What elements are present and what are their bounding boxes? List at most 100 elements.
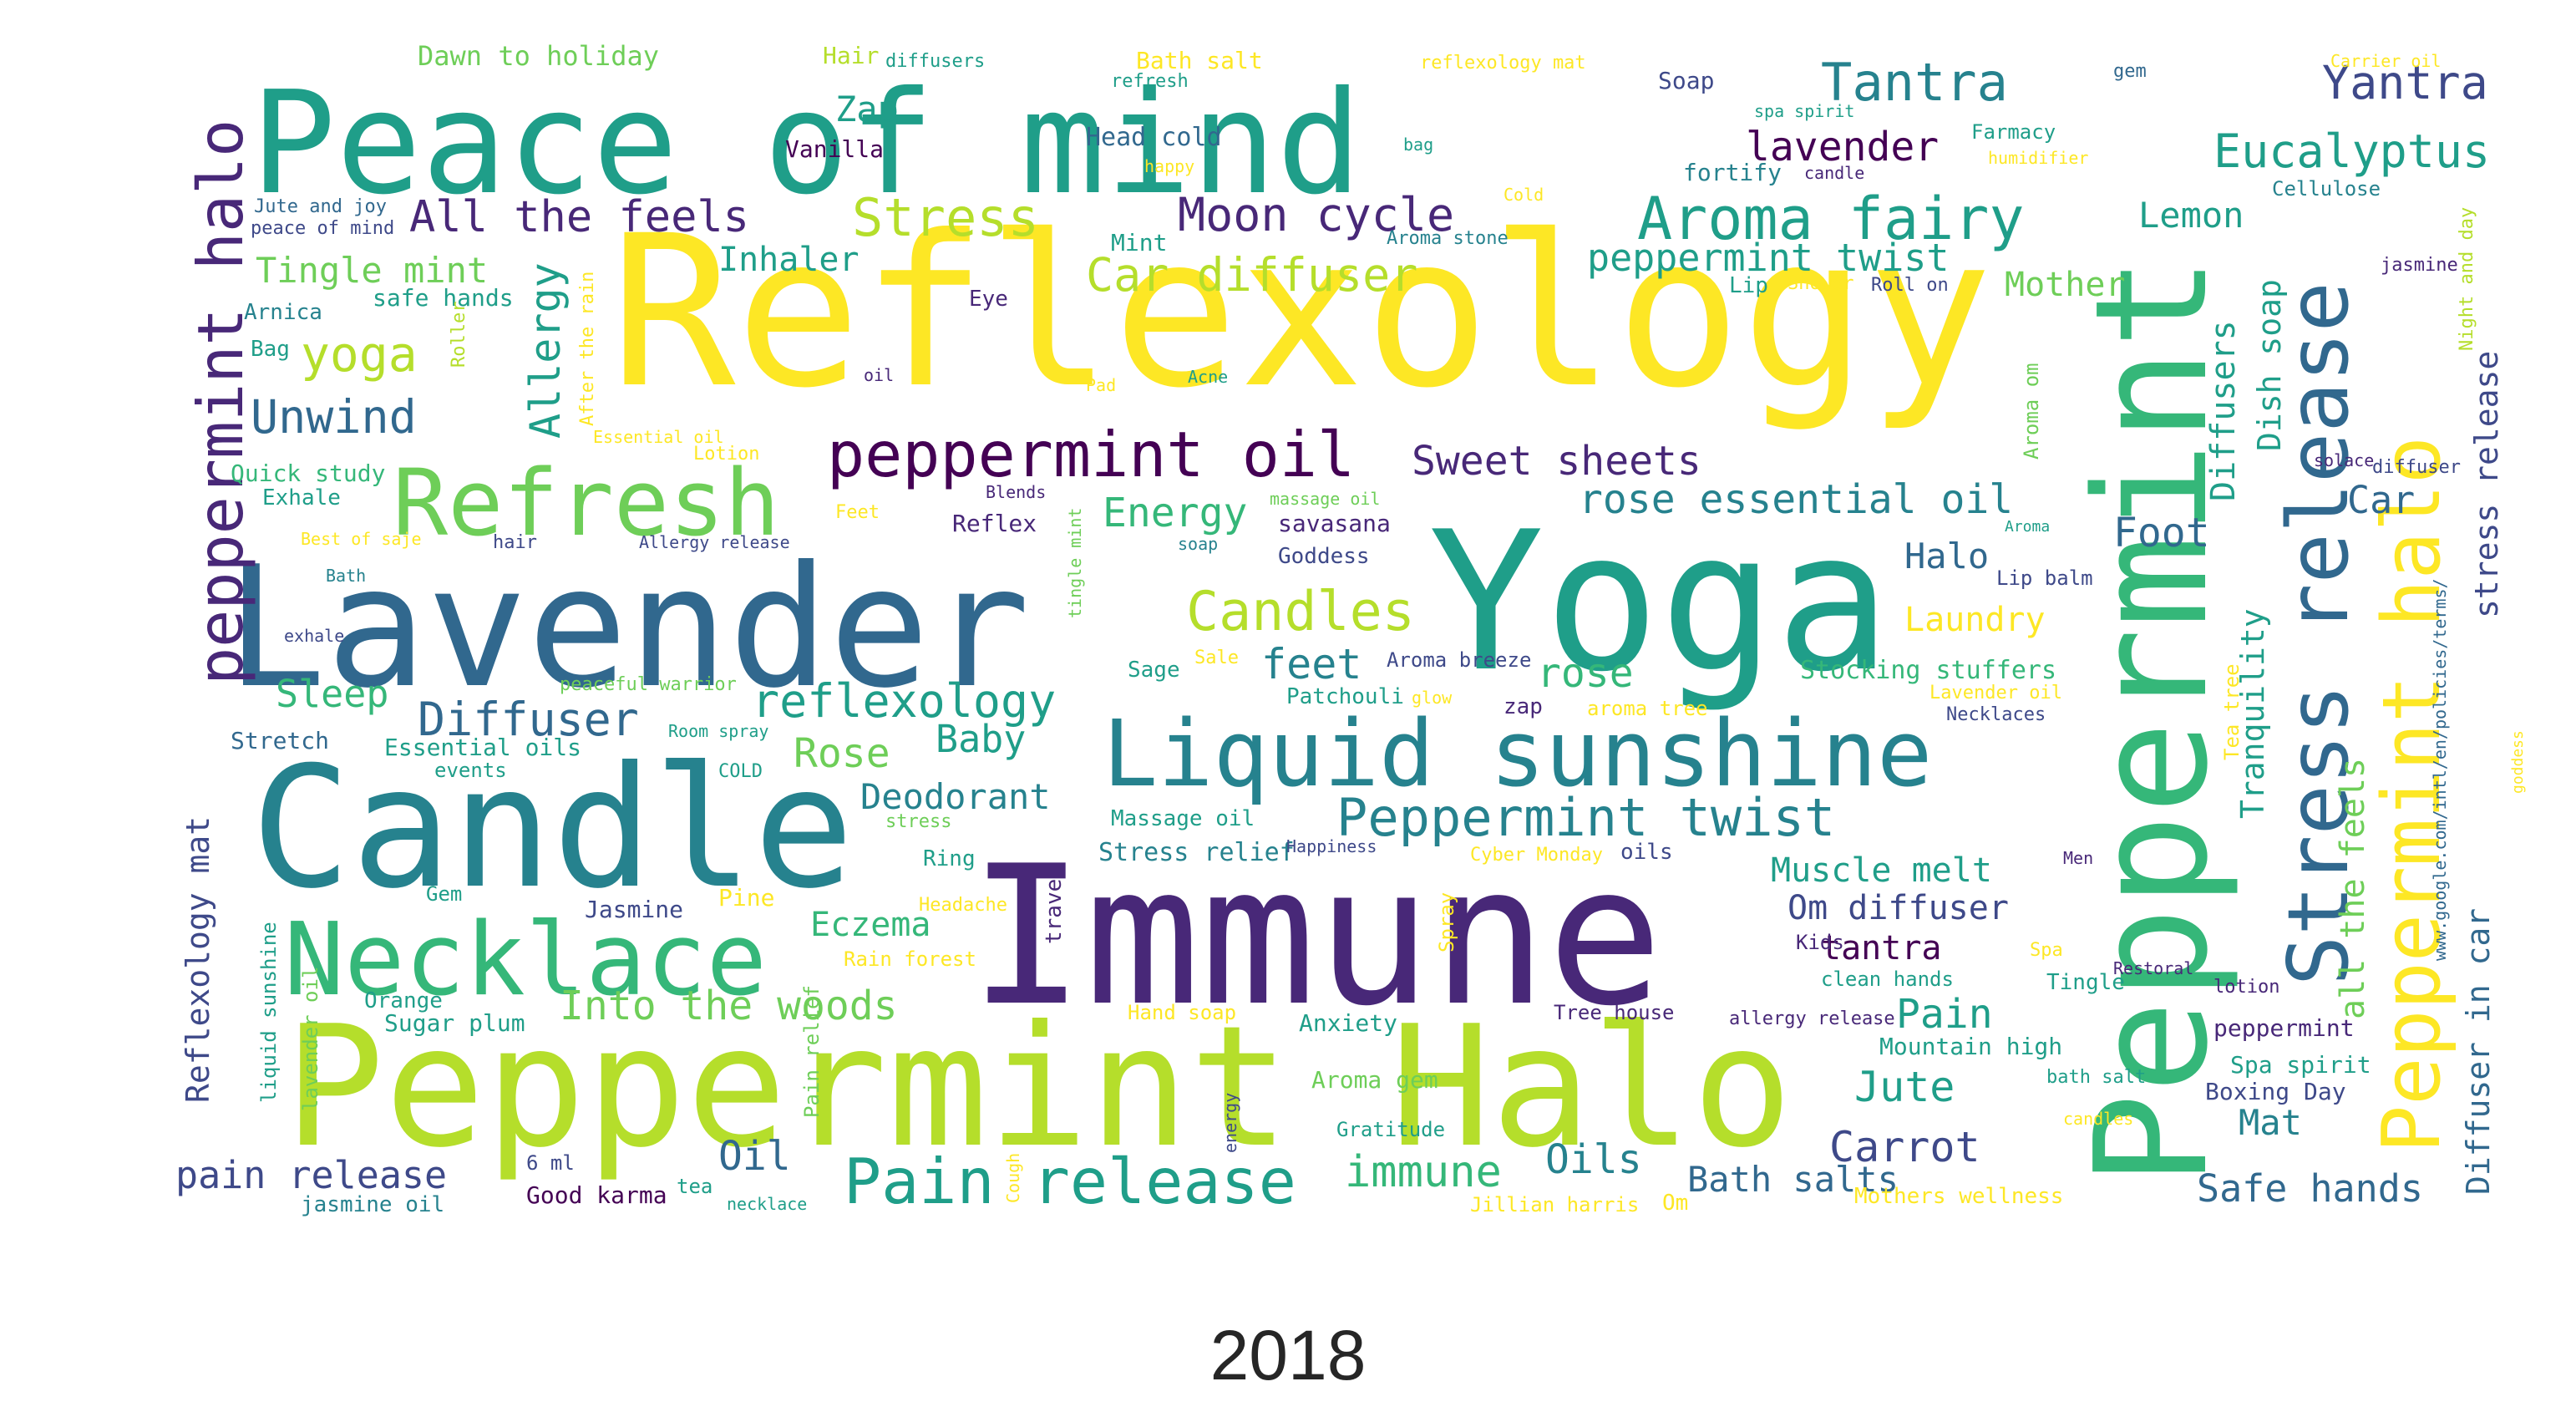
word-diffuser-in-car: Diffuser in car (2460, 908, 2497, 1195)
word-lavender-oil: Lavender oil (1929, 683, 2062, 703)
word-anxiety: Anxiety (1299, 1009, 1397, 1037)
word-reflexology: reflexology (752, 674, 1056, 728)
word-cold: COLD (718, 761, 763, 782)
word-pain-release: pain release (175, 1153, 447, 1197)
word-head-cold: Head cold (1086, 123, 1222, 152)
word-pain-release: Pain release (844, 1145, 1296, 1218)
word-roll-on: Roll on (1871, 275, 1949, 296)
word-halo: Halo (1904, 536, 1989, 576)
word-diffuser: Diffuser (418, 693, 639, 746)
word-stocking-stuffers: Stocking stuffers (1800, 656, 2056, 685)
word-bag: Bag (251, 337, 290, 362)
word-liquid-sunshine: liquid sunshine (257, 922, 281, 1103)
word-eczema: Eczema (810, 906, 931, 944)
word-stress-release: Stress release (2269, 282, 2367, 986)
word-tantra: tantra (1821, 929, 1942, 968)
word-6-ml: 6 ml (526, 1151, 575, 1175)
word-acne: Acne (1188, 367, 1228, 387)
word-exhale: exhale (284, 626, 344, 646)
word-clean-hands: clean hands (1821, 968, 1954, 991)
word-sale: Sale (1194, 648, 1239, 668)
word-refresh: Refresh (393, 450, 780, 556)
word-oil: oil (864, 365, 894, 385)
word-mothers-wellness: Mothers wellness (1854, 1184, 2063, 1209)
word-jute-and-joy: Jute and joy (254, 196, 387, 217)
word-gratitude: Gratitude (1336, 1118, 1445, 1141)
word-mother: Mother (2005, 266, 2126, 304)
word-peppermint-twist: peppermint twist (1587, 236, 1949, 280)
word-tranquility: Tranquility (2234, 608, 2271, 819)
word-shower: Shower (1787, 273, 1853, 294)
word-orange: Orange (364, 988, 443, 1013)
word-peace-of-mind: Peace of mind (251, 61, 1362, 226)
word-aroma-breeze: Aroma breeze (1387, 648, 1531, 672)
word-yantra: Yantra (2322, 56, 2488, 109)
word-tree-house: Tree house (1554, 1001, 1675, 1024)
word-ring: Ring (923, 846, 976, 871)
word-sage: Sage (1128, 658, 1180, 683)
word-oils: Oils (1545, 1136, 1642, 1183)
word-aroma-tree: aroma tree (1587, 697, 1708, 720)
word-sweet-sheets: Sweet sheets (1412, 438, 1701, 485)
word-peppermint: Peppermint (2061, 256, 2242, 1186)
word-gem: gem (2113, 61, 2147, 82)
word-unwind: Unwind (251, 390, 417, 444)
word-spa: Spa (2030, 940, 2063, 961)
word-allergy: Allergy (521, 262, 570, 439)
word-night-and-day: Night and day (2457, 207, 2477, 351)
word-car: Car (2347, 478, 2415, 522)
word-bath-salts: Bath salts (1687, 1159, 1899, 1200)
word-hair: hair (493, 532, 537, 553)
word-peaceful-warrior: peaceful warrior (560, 674, 737, 695)
word-peppermint-halo: peppermint halo (184, 119, 257, 685)
word-aroma: Aroma (2005, 518, 2050, 536)
word-mint: Mint (1111, 229, 1167, 256)
word-after-the-rain: After the rain (577, 272, 598, 426)
word-stress-release: stress release (2468, 351, 2505, 618)
word-necklace: Necklace (284, 902, 767, 1018)
word-glow: glow (1412, 688, 1453, 708)
word-energy: Energy (1103, 490, 1247, 536)
word-hair: Hair (823, 42, 879, 69)
word-feet: Feet (835, 502, 880, 523)
word-cyber-monday: Cyber Monday (1470, 845, 1603, 866)
word-car-diffuser: Car diffuser (1086, 248, 1417, 302)
word-peppermint-halo: Peppermint halo (2366, 436, 2458, 1153)
word-peace-of-mind: peace of mind (251, 218, 394, 239)
word-soap: Soap (1658, 67, 1714, 94)
word-lavender-oil: lavender oil (299, 967, 322, 1111)
word-yoga: Yoga (1428, 491, 1891, 714)
word-cold: Cold (1504, 185, 1544, 205)
word-men: Men (2063, 848, 2093, 868)
word-exhale: Exhale (262, 485, 341, 510)
word-hand-soap: Hand soap (1128, 1001, 1236, 1024)
word-tea: tea (677, 1175, 712, 1198)
word-stretch: Stretch (231, 727, 329, 754)
word-tingle-mint: tingle mint (1065, 508, 1085, 618)
word-roller: Roller (449, 302, 469, 368)
word-pain-relief: Pain relief (800, 985, 824, 1118)
word-happiness: Happiness (1286, 836, 1377, 856)
word-aroma-stone: Aroma stone (1387, 228, 1509, 249)
word-essential-oils: Essential oils (384, 734, 581, 761)
word-bag: bag (1403, 135, 1433, 155)
word-best-of-saje: Best of saje (301, 529, 422, 549)
word-rain-forest: Rain forest (844, 947, 976, 971)
word-reflexology: Reflexology (610, 190, 1993, 434)
word-zap: zap (1504, 694, 1543, 719)
word-jute: Jute (1854, 1063, 1955, 1111)
word-bath-salt: Bath salt (1136, 47, 1263, 74)
word-solace: solace (2314, 450, 2374, 470)
word-headache: Headache (919, 895, 1007, 916)
word-peppermint: peppermint (2213, 1014, 2355, 1042)
word-spray: Spray (1435, 892, 1458, 952)
word-safe-hands: Safe hands (2197, 1166, 2423, 1211)
word-oils: oils (1620, 840, 1673, 865)
word-massage-oil: Massage oil (1111, 806, 1255, 831)
word-lip: Lip (1729, 273, 1768, 298)
word-tingle-mint: Tingle mint (256, 250, 488, 291)
word-peppermint-twist: Peppermint twist (1336, 787, 1835, 848)
word-jasmine: jasmine (2381, 255, 2458, 276)
word-humidifier: humidifier (1988, 148, 2088, 168)
